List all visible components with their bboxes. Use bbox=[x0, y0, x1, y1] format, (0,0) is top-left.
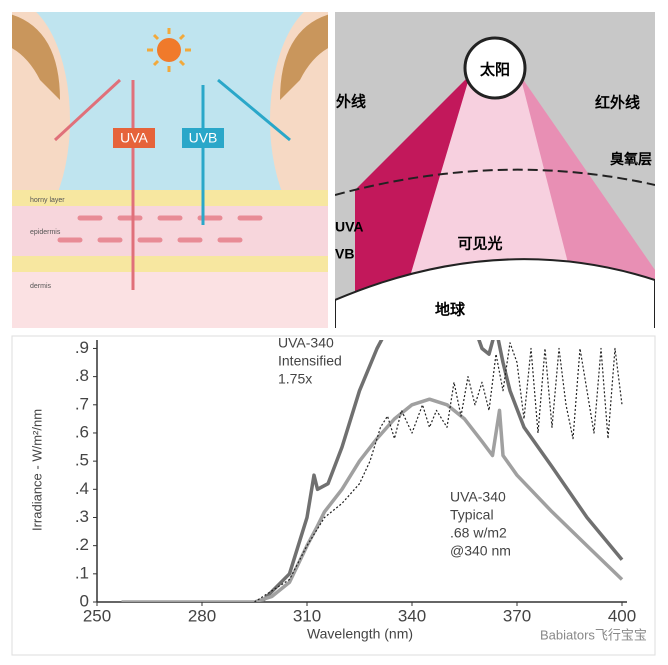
layer-label: epidermis bbox=[30, 229, 61, 236]
annotation: 1.75x bbox=[278, 371, 312, 387]
y-axis-label: Irradiance - W/m²/nm bbox=[29, 409, 44, 531]
layer-label: dermis bbox=[30, 283, 52, 290]
y-tick-label: .9 bbox=[75, 338, 89, 357]
y-tick-label: .8 bbox=[75, 366, 89, 385]
x-tick-label: 340 bbox=[398, 606, 426, 625]
y-tick-label: .3 bbox=[75, 507, 89, 526]
x-tick-label: 400 bbox=[608, 606, 636, 625]
annotation: UVA-340 bbox=[278, 335, 334, 351]
sun-label: 太阳 bbox=[480, 61, 510, 79]
x-tick-label: 310 bbox=[293, 606, 321, 625]
y-tick-label: .2 bbox=[75, 535, 89, 554]
watermark: Babiators飞行宝宝 bbox=[540, 627, 647, 642]
label: 臭氧层 bbox=[610, 151, 652, 168]
x-tick-label: 250 bbox=[83, 606, 111, 625]
label: 地球 bbox=[435, 301, 466, 319]
annotation: .68 w/m2 bbox=[450, 525, 507, 541]
skin-illustration: UVA UVB horny layer epidermis dermis bbox=[12, 12, 328, 328]
series-line bbox=[254, 342, 623, 602]
plot bbox=[121, 340, 624, 602]
x-axis-label: Wavelength (nm) bbox=[307, 626, 413, 642]
uvb-label: UVB bbox=[189, 130, 218, 146]
y-tick-label: .7 bbox=[75, 394, 89, 413]
annotation: Typical bbox=[450, 507, 494, 523]
y-tick-label: .4 bbox=[75, 479, 89, 498]
y-tick-label: 0 bbox=[80, 591, 89, 610]
y-tick-label: .6 bbox=[75, 422, 89, 441]
uva-label: UVA bbox=[120, 130, 148, 146]
annotation: @340 nm bbox=[450, 543, 511, 559]
x-tick-label: 370 bbox=[503, 606, 531, 625]
annotation: UVA-340 bbox=[450, 489, 506, 505]
y-tick-label: .1 bbox=[75, 563, 89, 582]
label: VB bbox=[335, 246, 354, 262]
label: UVA bbox=[335, 219, 364, 235]
label: 外线 bbox=[335, 93, 366, 111]
series-line bbox=[260, 340, 624, 602]
y-tick-label: .5 bbox=[75, 451, 89, 470]
annotation: Intensified bbox=[278, 353, 342, 369]
label: 红外线 bbox=[595, 94, 640, 112]
sun-earth-illustration: 太阳 外线 红外线 臭氧层 UVA VB 可见光 地球 bbox=[335, 12, 655, 328]
series-line bbox=[121, 397, 624, 602]
layer-label: horny layer bbox=[30, 197, 65, 204]
x-tick-label: 280 bbox=[188, 606, 216, 625]
label: 可见光 bbox=[457, 235, 502, 253]
